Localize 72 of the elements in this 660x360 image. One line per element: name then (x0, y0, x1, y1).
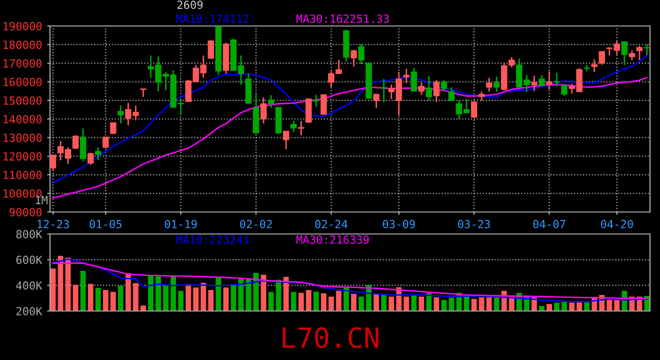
candlestick (320, 94, 327, 116)
y-tick-label: 180000 (4, 40, 42, 50)
candlestick (433, 79, 440, 103)
candlestick (140, 88, 146, 98)
y-tick-label: 130000 (4, 134, 42, 142)
y-tick-label: 600K (16, 256, 42, 264)
candlestick (448, 86, 455, 102)
candlestick (486, 77, 492, 92)
candlestick (418, 81, 425, 96)
text: L70.CN (282, 327, 378, 348)
candlestick (290, 120, 297, 133)
candlestick (546, 70, 552, 90)
candlestick (72, 134, 79, 150)
candlestick (426, 75, 432, 102)
x-tick-label: 03-23 (458, 220, 490, 228)
x-tick-label: 01-19 (164, 220, 197, 228)
candlestick (268, 94, 274, 109)
y-tick-label: 140000 (4, 115, 42, 124)
text: MA10:174112 (176, 14, 249, 23)
y-tick-label: 200K (16, 307, 42, 316)
candlestick (306, 98, 312, 124)
y-tick-label: 90000 (10, 208, 42, 216)
x-tick-label: 12-23 (38, 220, 69, 228)
candlestick (298, 120, 304, 136)
candlestick (410, 67, 418, 92)
candlestick (554, 72, 560, 87)
candlestick (208, 40, 214, 60)
candlestick (598, 50, 606, 66)
candlestick (350, 49, 357, 68)
y-tick-label: 170000 (4, 59, 42, 68)
y-tick-label: 150000 (4, 96, 42, 105)
x-tick-label: 02-24 (315, 220, 348, 228)
candlestick (110, 122, 116, 135)
candlestick (644, 44, 650, 56)
candlestick (282, 130, 290, 150)
candlestick (373, 94, 380, 109)
y-tick-label: 110000 (4, 170, 42, 180)
y-tick-label: 800K (16, 230, 42, 238)
y-tick-label: 160000 (4, 78, 42, 86)
x-tick-label: 04-20 (600, 220, 633, 228)
candlestick (80, 128, 86, 162)
candlestick (358, 43, 364, 65)
candlestick (621, 41, 628, 66)
text: MA30:162251.33 (296, 14, 389, 23)
candlestick (531, 75, 538, 92)
candlestick (636, 45, 643, 61)
x-tick-label: 01-05 (90, 220, 122, 228)
x-tick-label: 02-02 (240, 220, 272, 228)
y-tick-label: 120000 (4, 152, 42, 161)
y-tick-label: 400K (16, 281, 42, 290)
text: MA10:223241 (176, 235, 249, 244)
line-series (52, 54, 648, 184)
text: MA30:216339 (296, 235, 369, 244)
candlestick (94, 146, 102, 161)
y-tick-label: 100000 (4, 189, 42, 198)
text: 2609 (177, 0, 203, 10)
candlestick (380, 78, 387, 103)
candlestick (118, 104, 124, 124)
candlestick (628, 50, 636, 61)
y-tick-label: 190000 (4, 22, 42, 30)
candlestick (102, 136, 109, 149)
candlestick (591, 58, 598, 73)
x-tick-label: 04-07 (533, 220, 566, 228)
candlestick (493, 76, 500, 92)
candlestick (313, 94, 320, 108)
candlestick (470, 100, 478, 119)
text: 1M (36, 196, 48, 204)
candlestick (260, 96, 267, 124)
candlestick (440, 79, 448, 92)
candlestick (87, 152, 94, 166)
candlestick (538, 74, 545, 87)
x-tick-label: 03-09 (382, 220, 415, 228)
